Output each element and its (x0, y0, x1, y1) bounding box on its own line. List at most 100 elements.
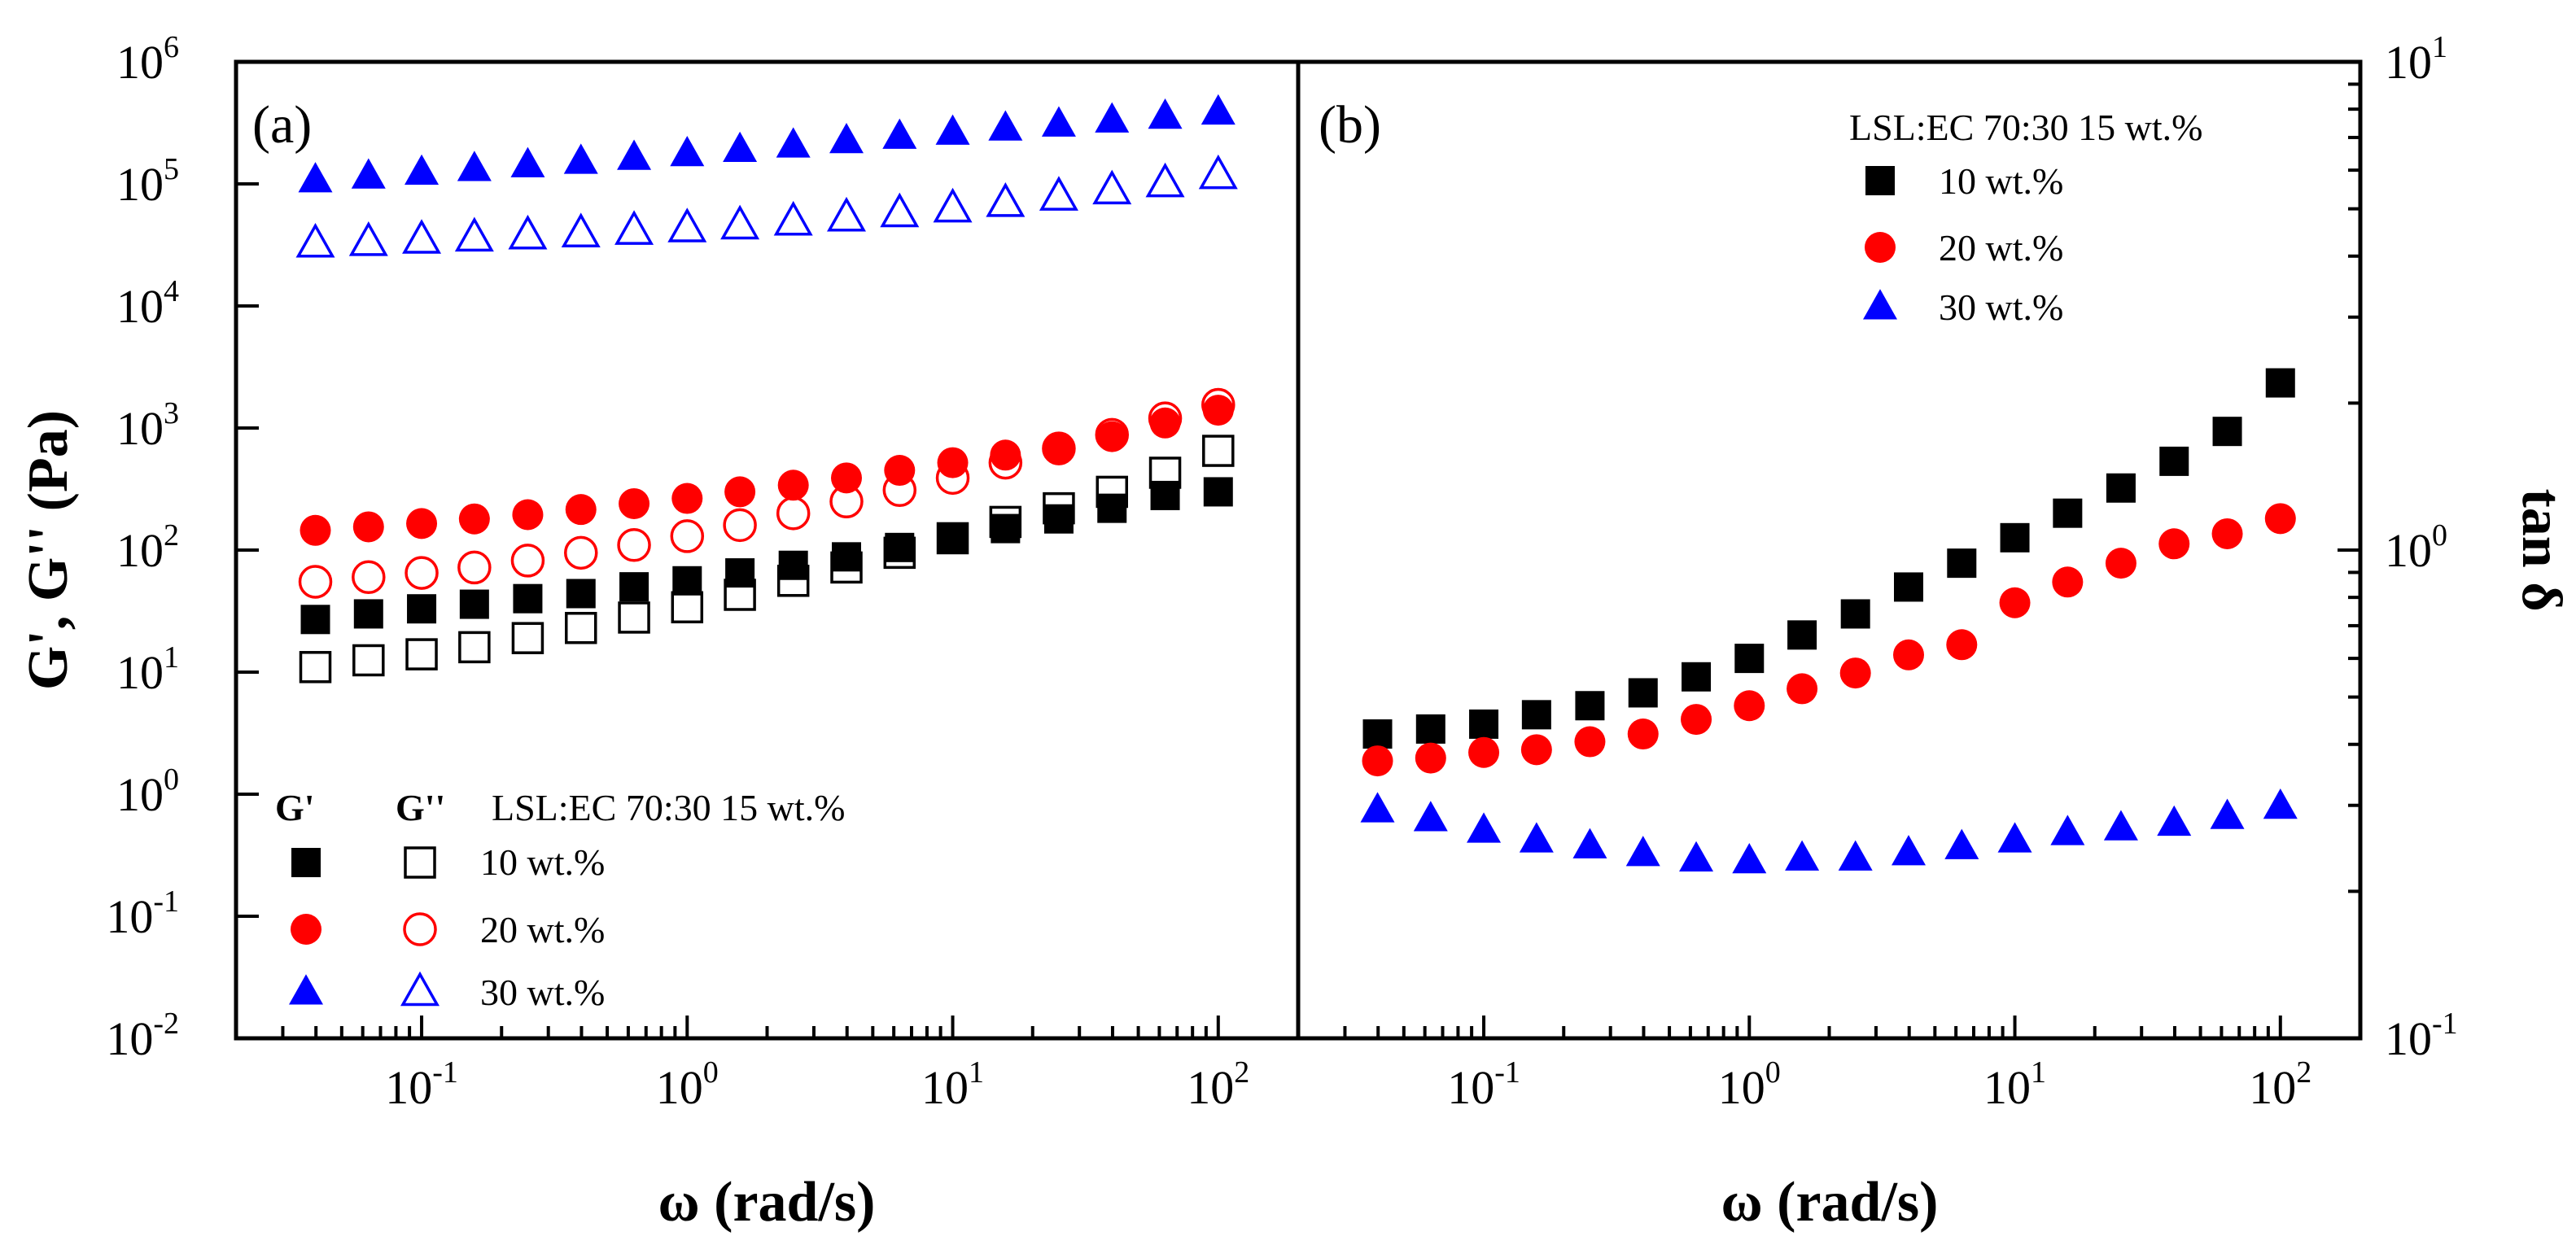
data-point-a-s3-15 (1095, 417, 1130, 452)
legend-a-filled-marker-1 (291, 914, 321, 945)
y-tick-label-a-3: 101 (116, 640, 179, 699)
data-point-b-s1-10 (1893, 639, 1925, 670)
data-point-a-s0-16 (1150, 480, 1180, 510)
x-tick-label-b-0: 10-1 (1447, 1055, 1520, 1114)
data-point-a-s1-17 (1202, 435, 1235, 467)
y-axis-title-a: G', G'' (Pa) (17, 410, 80, 690)
data-point-b-s2-2 (1467, 812, 1502, 843)
data-point-b-s1-7 (1734, 690, 1765, 722)
data-point-b-s1-2 (1468, 736, 1500, 768)
data-point-a-s2-15 (1096, 421, 1128, 452)
y-tick-label-b-0: 10-1 (2385, 1007, 2458, 1065)
data-point-a-s1-12 (936, 522, 969, 555)
data-point-a-s0-8 (725, 558, 755, 588)
data-point-a-s4-0 (298, 162, 333, 193)
data-point-a-s1-9 (776, 565, 810, 597)
legend-a-filled-marker-2 (289, 974, 323, 1005)
x-tick-label-a-2: 101 (921, 1055, 984, 1114)
x-tick-label-b-3: 102 (2249, 1055, 2311, 1114)
data-point-b-s2-5 (1625, 836, 1660, 867)
data-point-b-s0-12 (2000, 522, 2030, 553)
data-point-b-s2-12 (1997, 822, 2032, 853)
data-point-a-s4-6 (617, 139, 652, 170)
data-point-b-s0-2 (1469, 709, 1499, 739)
data-point-a-s3-12 (935, 461, 970, 496)
legend-a-title: LSL:EC 70:30 15 wt.% (492, 787, 845, 828)
data-point-b-s1-17 (2264, 503, 2296, 535)
data-point-b-s2-6 (1679, 841, 1714, 872)
data-point-b-s0-17 (2265, 368, 2295, 398)
data-point-b-s2-15 (2157, 805, 2192, 836)
data-point-a-s4-3 (457, 151, 492, 181)
data-point-a-s3-3 (457, 550, 492, 585)
data-point-a-s4-17 (1201, 94, 1236, 125)
data-point-a-s3-5 (564, 535, 598, 570)
data-point-b-s2-17 (2263, 788, 2298, 819)
data-point-b-s1-14 (2105, 548, 2136, 579)
data-point-b-s0-15 (2159, 446, 2189, 476)
y-tick-label-b-2: 101 (2385, 30, 2447, 89)
data-point-a-s1-5 (565, 611, 597, 644)
data-point-a-s2-10 (831, 462, 863, 494)
data-point-a-s4-10 (829, 123, 864, 154)
data-point-a-s0-3 (459, 589, 489, 619)
data-point-a-s1-11 (883, 536, 916, 570)
data-point-b-s1-11 (1946, 629, 1978, 661)
data-point-a-s4-14 (1041, 106, 1076, 137)
data-point-b-s0-0 (1362, 719, 1393, 749)
data-point-b-s0-16 (2212, 417, 2242, 447)
data-point-a-s5-13 (986, 182, 1026, 217)
panel-a-frame (234, 59, 1301, 1041)
panel-b-box (1296, 59, 2363, 1041)
data-point-a-s1-3 (458, 631, 491, 664)
data-point-a-s3-13 (988, 445, 1023, 480)
data-point-a-s2-4 (512, 499, 544, 531)
data-point-b-s2-1 (1413, 801, 1448, 832)
data-point-a-s2-8 (724, 476, 756, 508)
ticks-layer: 10-1 100 101 102 10-2 10-1 100 101 102 103 104 105 1… (106, 30, 2457, 1114)
x-tick-label-b-2: 101 (1983, 1055, 2046, 1114)
data-point-b-s1-4 (1574, 726, 1606, 758)
data-point-a-s4-2 (405, 154, 440, 185)
data-point-a-s0-2 (407, 594, 437, 624)
data-point-b-s0-6 (1682, 662, 1712, 692)
data-point-a-s1-15 (1096, 475, 1129, 509)
data-point-b-s1-16 (2211, 518, 2243, 549)
data-point-a-s0-5 (566, 579, 596, 609)
data-point-b-s1-8 (1787, 673, 1818, 705)
data-point-a-s2-0 (300, 514, 331, 546)
legend-a-col1-header: G' (275, 787, 315, 828)
data-point-a-s1-2 (405, 638, 438, 670)
legend-a-col2-header: G'' (396, 787, 445, 828)
data-point-a-s5-17 (1198, 154, 1238, 190)
y-tick-label-a-6: 104 (116, 274, 179, 333)
legend-b-title: LSL:EC 70:30 15 wt.% (1849, 107, 2202, 148)
data-point-b-s2-0 (1360, 792, 1395, 823)
data-point-a-s4-12 (935, 114, 970, 145)
data-point-a-s0-4 (513, 583, 543, 614)
data-point-a-s0-0 (300, 605, 330, 635)
data-point-b-s0-14 (2106, 473, 2136, 503)
x-tick-label-a-3: 102 (1187, 1055, 1249, 1114)
data-point-b-s2-7 (1732, 843, 1767, 874)
data-point-b-s2-11 (1944, 828, 1979, 859)
data-point-b-s2-14 (2103, 810, 2138, 841)
data-point-b-s0-11 (1947, 548, 1977, 579)
data-point-a-s3-9 (776, 496, 811, 531)
data-point-a-s2-7 (671, 483, 703, 514)
data-point-a-s5-9 (773, 200, 813, 236)
y-tick-label-b-1: 100 (2385, 518, 2447, 577)
data-point-a-s3-14 (1042, 431, 1076, 465)
data-point-a-s3-10 (829, 484, 864, 519)
x-tick-label-a-1: 100 (656, 1055, 719, 1114)
legend-b-marker-2 (1863, 289, 1897, 320)
data-point-a-s3-7 (670, 519, 705, 553)
x-axis-title-b: ω (rad/s) (1721, 1171, 1939, 1234)
data-point-b-s0-13 (2053, 498, 2083, 528)
data-point-b-s2-10 (1892, 835, 1927, 866)
data-point-a-s5-10 (827, 196, 866, 232)
data-point-a-s1-0 (299, 651, 332, 684)
legend-b-marker-0 (1865, 166, 1895, 195)
data-point-b-s1-1 (1415, 742, 1446, 774)
data-point-a-s4-9 (776, 127, 811, 158)
